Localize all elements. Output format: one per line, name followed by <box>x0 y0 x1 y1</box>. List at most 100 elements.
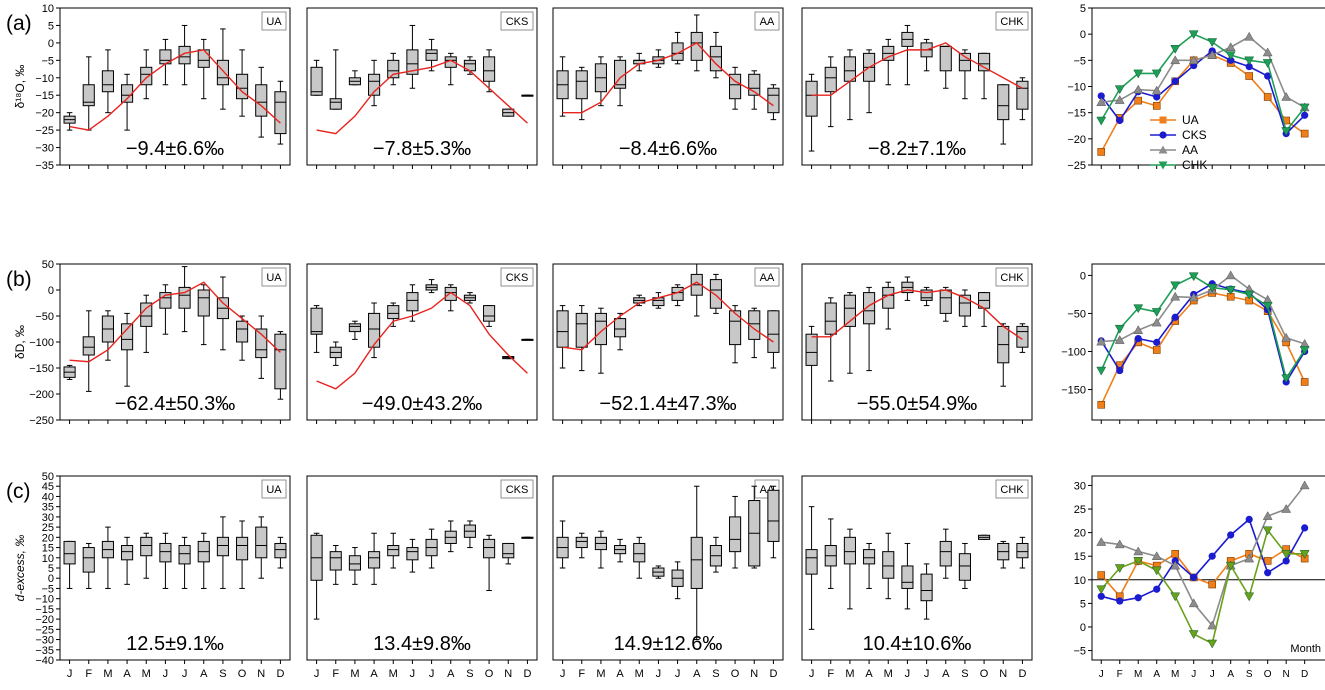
legend-label-UA: UA <box>1182 113 1199 127</box>
x-tick-label-M: M <box>596 668 605 680</box>
box-iqr <box>121 545 134 561</box>
box-AA-M <box>633 536 646 579</box>
marker-AA <box>1114 95 1125 104</box>
x-tick-label-S: S <box>961 668 968 680</box>
y-tick-label-b-3: −100 <box>29 337 54 349</box>
box-iqr <box>329 98 342 110</box>
box-iqr <box>920 573 933 602</box>
box-CKS-D <box>521 338 534 341</box>
box-CHK-A <box>863 49 876 114</box>
y-tick-label-b-4: −150 <box>29 363 54 375</box>
marker-AA <box>1188 598 1199 608</box>
box-CKS-M <box>348 547 361 585</box>
panel-c-AA: AAJ F M A M J J A S O N D14.9±12.6‰ <box>552 475 784 680</box>
box-CHK-J <box>805 73 818 152</box>
box-iqr <box>575 312 588 348</box>
panel-frame <box>552 263 784 421</box>
box-CKS-J <box>310 532 323 620</box>
box-iqr <box>368 312 381 348</box>
box-UA-S <box>216 276 229 351</box>
station-tag-box <box>261 479 287 499</box>
box-iqr <box>748 73 761 96</box>
x-tick-label-S: S <box>219 668 226 680</box>
box-iqr <box>178 45 191 65</box>
panel-a-UA: UA −9.4±6.6‰ <box>59 7 291 169</box>
marker-CKS <box>1301 111 1309 119</box>
marker-AA <box>1096 537 1107 546</box>
marker-CKS <box>1116 366 1124 375</box>
summary-y-tick-label: −5 <box>1073 55 1086 67</box>
marker-AA <box>1281 504 1292 513</box>
y-tick-label-c-12: −10 <box>35 594 54 606</box>
box-CHK-M <box>843 528 856 610</box>
x-tick-label-O: O <box>731 668 740 680</box>
marker-AA <box>1151 551 1162 560</box>
y-tick-label-c-17: −35 <box>35 645 54 657</box>
box-UA-S <box>216 516 229 589</box>
marker-CKS <box>1264 72 1272 80</box>
box-UA-F <box>82 56 95 131</box>
y-tick-label-b-1: 0 <box>48 285 54 297</box>
x-tick-label-J: J <box>314 668 320 680</box>
box-UA-J <box>63 364 76 380</box>
marker-CHK <box>1262 302 1273 311</box>
y-tick-label-a-6: −20 <box>35 108 54 120</box>
marker-AA <box>1133 325 1144 334</box>
x-tick-label-M: M <box>103 668 112 680</box>
box-CKS-J <box>425 279 438 294</box>
box-iqr <box>387 59 400 79</box>
station-tag-label: AA <box>760 16 775 28</box>
marker-AA <box>1096 97 1107 106</box>
marker-AA <box>1170 55 1181 65</box>
marker-AA <box>1262 47 1273 57</box>
box-iqr <box>82 547 95 573</box>
box-UA-J <box>159 38 172 86</box>
marker-CKS <box>1227 531 1235 539</box>
box-CHK-N <box>997 84 1010 145</box>
row-label-b: (b) <box>6 268 32 291</box>
box-CKS-J <box>425 38 438 72</box>
box-CHK-F <box>824 518 837 589</box>
annotation-CHK: −8.2±7.1‰ <box>868 138 966 160</box>
box-iqr <box>255 84 268 117</box>
marker-CHK <box>1244 290 1255 300</box>
mean-line-AA <box>562 281 774 351</box>
box-iqr <box>594 312 607 346</box>
x-tick-label-M: M <box>350 668 359 680</box>
x-tick-label-S: S <box>712 668 719 680</box>
x-tick-label-J: J <box>905 668 911 680</box>
x-tick-label-J: J <box>163 668 169 680</box>
legend-marker-AA <box>1158 145 1168 154</box>
box-AA-J <box>671 31 684 65</box>
summary-y-tick-label: 10 <box>1074 575 1086 587</box>
row-label-a: (a) <box>6 12 32 35</box>
station-tag-box <box>500 479 534 499</box>
summary-y-tick-label: −15 <box>1067 108 1086 120</box>
box-iqr <box>387 545 400 557</box>
box-UA-O <box>236 315 249 361</box>
marker-AA <box>1151 317 1162 327</box>
mean-line-CHK <box>811 289 1023 340</box>
box-CKS-S <box>463 520 476 549</box>
y-tick-label-a-4: −10 <box>35 73 54 85</box>
marker-CKS <box>1116 116 1124 125</box>
summary-x-tick-label-J: J <box>1210 669 1215 680</box>
marker-CHK <box>1170 281 1181 291</box>
summary-frame <box>1091 475 1325 661</box>
y-axis-label-a: δ¹⁸O, ‰ <box>13 65 27 109</box>
marker-AA <box>1262 511 1273 520</box>
box-CHK-D <box>1016 536 1029 569</box>
marker-CHK <box>1225 561 1236 571</box>
panel-frame <box>801 263 1033 421</box>
box-CHK-A <box>939 528 952 579</box>
box-iqr <box>197 289 210 317</box>
marker-AA <box>1225 42 1236 51</box>
y-tick-label-c-1: 45 <box>42 481 54 493</box>
y-tick-label-a-3: −5 <box>41 55 54 67</box>
y-tick-label-b-2: −50 <box>35 311 54 323</box>
legend-label-CHK: CHK <box>1182 158 1207 172</box>
box-AA-D <box>767 310 780 369</box>
y-tick-label-a-2: 0 <box>48 38 54 50</box>
box-CHK-J <box>805 325 818 421</box>
marker-CHK <box>1188 630 1199 640</box>
